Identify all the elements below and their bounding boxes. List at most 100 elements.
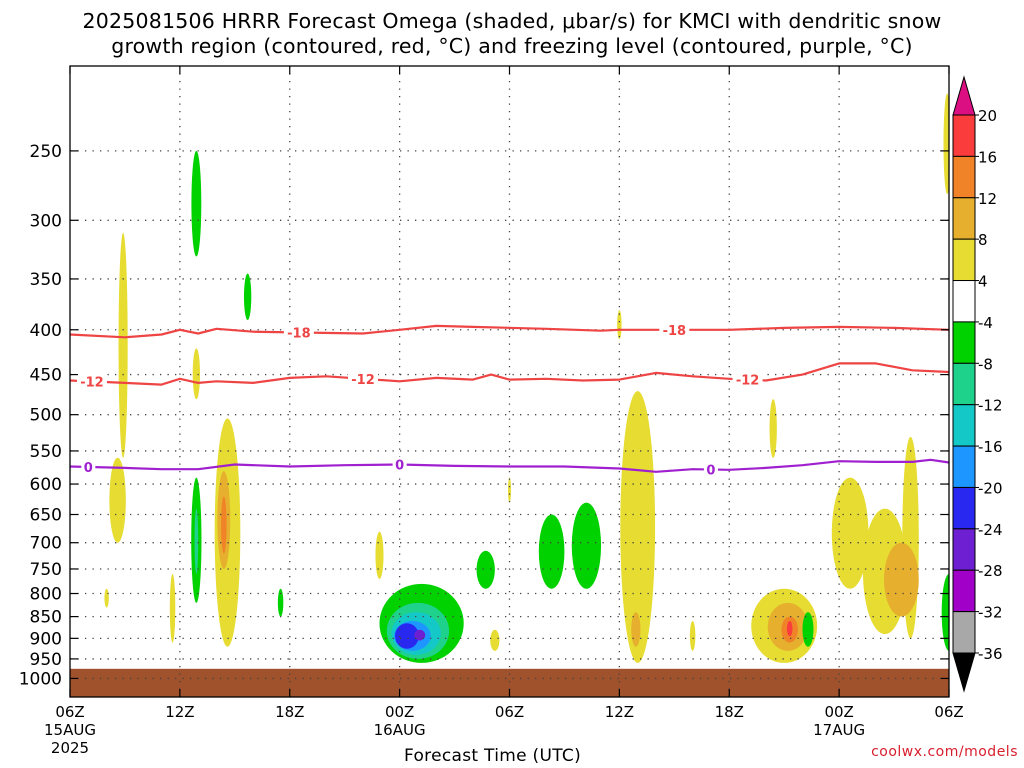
colorbar-top-arrow bbox=[952, 75, 976, 116]
omega-region-23 bbox=[538, 514, 565, 589]
colorbar-band-12 bbox=[952, 611, 976, 654]
x-tick-label-8: 06Z bbox=[934, 703, 963, 721]
omega-region-39 bbox=[943, 93, 949, 195]
colorbar-label-0: 20 bbox=[978, 107, 997, 125]
contour-label-0-0: -18 bbox=[287, 326, 311, 341]
colorbar-band-11 bbox=[952, 569, 976, 613]
omega-region-18 bbox=[395, 623, 419, 649]
omega-region-26 bbox=[620, 391, 656, 663]
colorbar-band-5 bbox=[952, 321, 976, 364]
colorbar-label-7: -12 bbox=[978, 397, 1003, 415]
colorbar-label-5: -4 bbox=[978, 314, 993, 332]
contour-label-bg-2-2 bbox=[703, 461, 718, 478]
colorbar-label-1: 16 bbox=[978, 148, 997, 166]
omega-region-6 bbox=[194, 508, 199, 575]
y-tick-label-0: 250 bbox=[30, 142, 62, 162]
y-tick-label-14: 950 bbox=[30, 650, 62, 670]
omega-region-11 bbox=[243, 273, 252, 321]
y-tick-label-4: 450 bbox=[30, 366, 62, 386]
contour-label-2-0: 0 bbox=[84, 461, 93, 476]
y-tick-label-9: 700 bbox=[30, 534, 62, 554]
contour-label-bg-0-1 bbox=[659, 321, 690, 338]
source-watermark: coolwx.com/models bbox=[871, 744, 1018, 760]
contour-label-bg-1-2 bbox=[732, 371, 763, 388]
contour-lines: -18 -18 -12 -12 -12 0 0 0 bbox=[69, 321, 950, 479]
contour-label-bg-2-1 bbox=[392, 456, 407, 473]
colorbar-label-8: -16 bbox=[978, 438, 1003, 456]
contour-label-0-1: -18 bbox=[663, 324, 687, 339]
contour-line-0 bbox=[69, 324, 950, 339]
y-tick-label-12: 850 bbox=[30, 608, 62, 628]
x-tick-label-3: 00Z bbox=[385, 703, 414, 721]
x-tick-date-3: 16AUG bbox=[374, 721, 426, 739]
omega-region-34 bbox=[802, 612, 814, 647]
contour-label-bg-1-0 bbox=[76, 373, 107, 390]
omega-region-7 bbox=[169, 574, 176, 643]
colorbar-label-6: -8 bbox=[978, 355, 993, 373]
y-tick-label-6: 550 bbox=[30, 442, 62, 462]
omega-region-35 bbox=[831, 477, 869, 589]
y-axis: 2503003504004505005506006507007508008509… bbox=[19, 142, 949, 689]
y-tick-label-7: 600 bbox=[30, 475, 62, 495]
contour-label-bg-1-1 bbox=[348, 370, 378, 387]
contour-label-1-0: -12 bbox=[80, 375, 104, 390]
colorbar-label-4: 4 bbox=[978, 273, 988, 291]
omega-region-13 bbox=[375, 531, 384, 579]
omega-region-2 bbox=[104, 588, 109, 608]
colorbar-label-9: -20 bbox=[978, 479, 1003, 497]
contour-label-bg-0-0 bbox=[283, 324, 314, 341]
colorbar-band-3 bbox=[952, 238, 976, 282]
colorbar-band-6 bbox=[952, 362, 976, 406]
contour-label-1-2: -12 bbox=[736, 374, 760, 389]
colorbar-label-3: 8 bbox=[978, 231, 988, 249]
omega-region-4 bbox=[191, 150, 202, 257]
y-tick-label-2: 350 bbox=[30, 270, 62, 290]
grid-lines bbox=[70, 66, 949, 697]
y-tick-label-1: 300 bbox=[30, 211, 62, 231]
contour-label-2-1: 0 bbox=[395, 459, 404, 474]
y-tick-label-10: 750 bbox=[30, 560, 62, 580]
contour-line-1 bbox=[69, 362, 950, 386]
x-tick-label-7: 00Z bbox=[824, 703, 853, 721]
omega-region-33 bbox=[769, 399, 777, 458]
omega-region-38 bbox=[883, 542, 919, 617]
omega-region-0 bbox=[118, 232, 128, 458]
y-tick-label-8: 650 bbox=[30, 506, 62, 526]
colorbar: 20 16 12 8 4 -4 -8 -12 -16 -20 -24 -28 -32 -36 bbox=[952, 75, 1003, 693]
colorbar-band-7 bbox=[952, 404, 976, 447]
x-tick-label-0: 06Z bbox=[55, 703, 84, 721]
chart-title-line-2: growth region (contoured, red, °C) and f… bbox=[111, 34, 913, 58]
omega-region-27 bbox=[631, 612, 641, 647]
omega-region-20 bbox=[476, 550, 495, 589]
contour-line-2 bbox=[69, 458, 950, 473]
colorbar-band-0 bbox=[952, 114, 976, 157]
x-axis-label: Forecast Time (UTC) bbox=[404, 746, 582, 766]
omega-region-3 bbox=[192, 348, 201, 400]
contour-label-1-1: -12 bbox=[351, 373, 375, 388]
omega-region-10 bbox=[221, 496, 227, 554]
x-tick-label-2: 18Z bbox=[275, 703, 304, 721]
x-tick-year-0: 2025 bbox=[51, 739, 89, 757]
colorbar-bottom-arrow bbox=[952, 652, 976, 693]
colorbar-band-10 bbox=[952, 528, 976, 571]
colorbar-band-8 bbox=[952, 445, 976, 488]
chart-title-line-1: 2025081506 HRRR Forecast Omega (shaded, … bbox=[82, 9, 942, 33]
colorbar-label-12: -32 bbox=[978, 604, 1003, 622]
omega-region-1 bbox=[109, 457, 126, 543]
omega-region-24 bbox=[571, 502, 602, 589]
colorbar-band-2 bbox=[952, 197, 976, 240]
colorbar-label-11: -28 bbox=[978, 562, 1003, 580]
x-tick-label-1: 12Z bbox=[165, 703, 194, 721]
omega-region-28 bbox=[689, 621, 696, 651]
omega-region-12 bbox=[277, 588, 284, 617]
contour-label-bg-2-0 bbox=[81, 458, 96, 475]
x-tick-date-0: 15AUG bbox=[44, 721, 96, 739]
x-tick-label-4: 06Z bbox=[495, 703, 524, 721]
x-tick-date-7: 17AUG bbox=[813, 721, 865, 739]
x-tick-label-6: 18Z bbox=[715, 703, 744, 721]
omega-region-25 bbox=[617, 310, 622, 340]
omega-region-22 bbox=[508, 477, 511, 503]
colorbar-band-1 bbox=[952, 155, 976, 199]
